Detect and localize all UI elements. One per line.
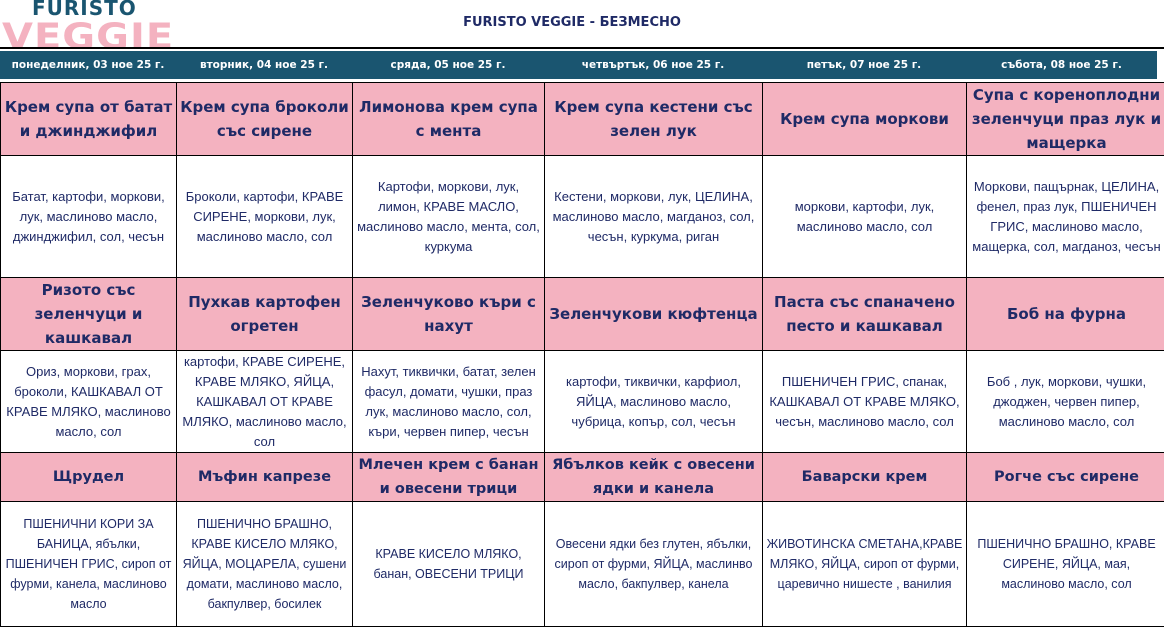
dish-name: Пухкав картофен огретен (177, 278, 353, 351)
ingredients-cell: Моркови, пащърнак, ЦЕЛИНА, фенел, праз л… (967, 156, 1164, 278)
ingredients-cell: Картофи, моркови, лук, лимон, КРАВЕ МАСЛ… (353, 156, 545, 278)
ingredients-cell: Овесени ядки без глутен, ябълки, сироп о… (545, 502, 763, 627)
day-header: петък, 07 ное 25 г. (762, 51, 966, 79)
dish-name: Зеленчуково къри с нахут (353, 278, 545, 351)
ingredients-cell: Ориз, моркови, грах, броколи, КАШКАВАЛ О… (1, 351, 177, 453)
ingredients-row: ПШЕНИЧНИ КОРИ ЗА БАНИЦА, ябълки, ПШЕНИЧЕ… (1, 502, 1164, 627)
dish-name: Ябълков кейк с овесени ядки и канела (545, 453, 763, 502)
day-header: сряда, 05 ное 25 г. (352, 51, 544, 79)
dish-name: Лимонова крем супа с мента (353, 83, 545, 156)
dish-name: Крем супа от батат и джинджифил (1, 83, 177, 156)
ingredients-cell: Нахут, тиквички, батат, зелен фасул, дом… (353, 351, 545, 453)
ingredients-row: Ориз, моркови, грах, броколи, КАШКАВАЛ О… (1, 351, 1164, 453)
day-header: понеделник, 03 ное 25 г. (0, 51, 176, 79)
ingredients-cell: Боб , лук, моркови, чушки, джоджен, черв… (967, 351, 1164, 453)
ingredients-cell: ПШЕНИЧНО БРАШНО, КРАВЕ СИРЕНЕ, ЯЙЦА, мая… (967, 502, 1164, 627)
day-header: четвъртък, 06 ное 25 г. (544, 51, 762, 79)
dish-name: Паста със спаначено песто и кашкавал (763, 278, 967, 351)
date-header-bar: понеделник, 03 ное 25 г. вторник, 04 ное… (0, 51, 1157, 79)
dish-name: Рогче със сирене (967, 453, 1164, 502)
ingredients-cell: Кестени, моркови, лук, ЦЕЛИНА, маслиново… (545, 156, 763, 278)
dish-name: Ризото със зеленчуци и кашкавал (1, 278, 177, 351)
ingredients-cell: ПШЕНИЧНО БРАШНО, КРАВЕ КИСЕЛО МЛЯКО, ЯЙЦ… (177, 502, 353, 627)
day-header: събота, 08 ное 25 г. (966, 51, 1157, 79)
dish-name: Крем супа моркови (763, 83, 967, 156)
dish-name: Боб на фурна (967, 278, 1164, 351)
dish-name: Щрудел (1, 453, 177, 502)
ingredients-cell: Батат, картофи, моркови, лук, маслиново … (1, 156, 177, 278)
ingredients-cell: КРАВЕ КИСЕЛО МЛЯКО, банан, ОВЕСЕНИ ТРИЦИ (353, 502, 545, 627)
dish-name: Мъфин капрезе (177, 453, 353, 502)
ingredients-cell: картофи, тиквички, карфиол, ЯЙЦА, маслин… (545, 351, 763, 453)
ingredients-cell: ЖИВОТИНСКА СМЕТАНА,КРАВЕ МЛЯКО, ЯЙЦА, си… (763, 502, 967, 627)
dish-name: Зеленчукови кюфтенца (545, 278, 763, 351)
page-title: FURISTO VEGGIE - БЕЗМЕСНО (0, 15, 1144, 30)
divider (0, 47, 1164, 49)
dish-name: Баварски крем (763, 453, 967, 502)
day-header: вторник, 04 ное 25 г. (176, 51, 352, 79)
ingredients-cell: Броколи, картофи, КРАВЕ СИРЕНЕ, моркови,… (177, 156, 353, 278)
ingredients-cell: ПШЕНИЧЕН ГРИС, спанак, КАШКАВАЛ ОТ КРАВЕ… (763, 351, 967, 453)
dish-name: Крем супа броколи със сирене (177, 83, 353, 156)
ingredients-cell: ПШЕНИЧНИ КОРИ ЗА БАНИЦА, ябълки, ПШЕНИЧЕ… (1, 502, 177, 627)
ingredients-row: Батат, картофи, моркови, лук, маслиново … (1, 156, 1164, 278)
dish-name: Млечен крем с банан и овесени трици (353, 453, 545, 502)
dish-name: Супа с кореноплодни зеленчуци праз лук и… (967, 83, 1164, 156)
ingredients-cell: картофи, КРАВЕ СИРЕНЕ, КРАВЕ МЛЯКО, ЯЙЦА… (177, 351, 353, 453)
ingredients-cell: моркови, картофи, лук, маслиново масло, … (763, 156, 967, 278)
dish-name: Крем супа кестени със зелен лук (545, 83, 763, 156)
